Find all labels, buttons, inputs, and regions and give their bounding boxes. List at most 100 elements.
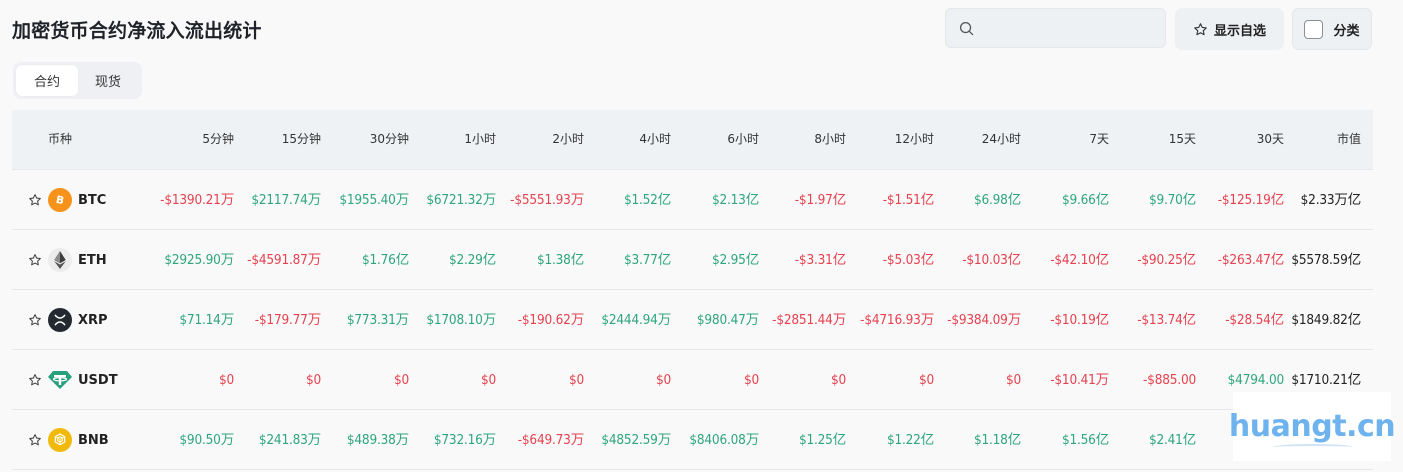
netflow-2h: -$649.73万 bbox=[517, 432, 584, 448]
netflow-12h: -$5.03亿 bbox=[882, 252, 934, 268]
netflow-1h: $732.16万 bbox=[433, 432, 496, 448]
table-row[interactable]: USDT $0 $0 $0 $0 $0 $0 $0 $0 $0 $0 -$10.41万 -$885.00… bbox=[12, 350, 1373, 410]
netflow-30d: $4794.00 bbox=[1227, 372, 1285, 388]
star-outline-icon[interactable] bbox=[28, 433, 42, 447]
netflow-4h: $1.52亿 bbox=[623, 192, 671, 208]
category-toggle[interactable]: 分类 bbox=[1292, 8, 1372, 50]
netflow-6h: $8406.08万 bbox=[689, 432, 759, 448]
col-header-12h[interactable]: 12小时 bbox=[894, 132, 934, 146]
netflow-4h: $0 bbox=[655, 372, 671, 388]
netflow-24h: $1.18亿 bbox=[973, 432, 1021, 448]
svg-text:B: B bbox=[55, 194, 65, 207]
netflow-5m: -$1390.21万 bbox=[160, 192, 234, 208]
table-row[interactable]: ETH $2925.90万 -$4591.87万 $1.76亿 $2.29亿 $1.38亿… bbox=[12, 230, 1373, 290]
coin-cell[interactable]: BNB bbox=[28, 410, 109, 470]
col-header-15m[interactable]: 15分钟 bbox=[281, 132, 321, 146]
market-cap: $1710.21亿 bbox=[1291, 372, 1361, 388]
netflow-12h: $1.22亿 bbox=[886, 432, 934, 448]
netflow-15d: -$90.25亿 bbox=[1137, 252, 1196, 268]
col-header-2h[interactable]: 2小时 bbox=[552, 132, 584, 146]
col-header-6h[interactable]: 6小时 bbox=[727, 132, 759, 146]
col-header-market-cap[interactable]: 市值 bbox=[1336, 132, 1361, 146]
col-header-8h[interactable]: 8小时 bbox=[814, 132, 846, 146]
col-header-5m[interactable]: 5分钟 bbox=[202, 132, 234, 146]
table-body: B BTC -$1390.21万 $2117.74万 $1955.40万 $6721.32… bbox=[12, 170, 1373, 470]
star-outline-icon[interactable] bbox=[28, 193, 42, 207]
netflow-table: 币种 5分钟 15分钟 30分钟 1小时 2小时 4小时 6小时 8小时 12小… bbox=[12, 110, 1373, 470]
col-header-7d[interactable]: 7天 bbox=[1089, 132, 1109, 146]
col-header-4h[interactable]: 4小时 bbox=[639, 132, 671, 146]
col-header-24h[interactable]: 24小时 bbox=[981, 132, 1021, 146]
netflow-8h: -$3.31亿 bbox=[794, 252, 846, 268]
netflow-30m: $489.38万 bbox=[346, 432, 409, 448]
netflow-15d: -$13.74亿 bbox=[1137, 312, 1196, 328]
netflow-2h: -$5551.93万 bbox=[510, 192, 584, 208]
col-header-coin[interactable]: 币种 bbox=[48, 132, 73, 146]
table-row[interactable]: BNB $90.50万 $241.83万 $489.38万 $732.16万 -$649.… bbox=[12, 410, 1373, 470]
coin-symbol: ETH bbox=[78, 252, 107, 268]
netflow-8h: -$2851.44万 bbox=[772, 312, 846, 328]
netflow-6h: $2.13亿 bbox=[711, 192, 759, 208]
netflow-24h: -$9384.09万 bbox=[947, 312, 1021, 328]
netflow-5m: $90.50万 bbox=[179, 432, 234, 448]
tether-icon bbox=[48, 368, 78, 392]
netflow-30m: $0 bbox=[393, 372, 409, 388]
col-header-15d[interactable]: 15天 bbox=[1168, 132, 1196, 146]
watermark: huangt.cn bbox=[1229, 392, 1396, 461]
ethereum-icon bbox=[48, 248, 78, 272]
netflow-8h: -$1.97亿 bbox=[794, 192, 846, 208]
star-outline-icon[interactable] bbox=[28, 313, 42, 327]
market-type-tabs: 合约 现货 bbox=[13, 62, 142, 99]
netflow-15m: $241.83万 bbox=[258, 432, 321, 448]
bitcoin-icon: B bbox=[48, 188, 78, 212]
netflow-30m: $1955.40万 bbox=[339, 192, 409, 208]
col-header-1h[interactable]: 1小时 bbox=[464, 132, 496, 146]
netflow-15m: -$4591.87万 bbox=[247, 252, 321, 268]
col-header-30m[interactable]: 30分钟 bbox=[369, 132, 409, 146]
coin-cell[interactable]: XRP bbox=[28, 290, 108, 350]
star-outline-icon[interactable] bbox=[28, 373, 42, 387]
netflow-6h: $2.95亿 bbox=[711, 252, 759, 268]
category-checkbox[interactable] bbox=[1304, 19, 1324, 39]
table-row[interactable]: XRP $71.14万 -$179.77万 $773.31万 $1708.10万 -$19… bbox=[12, 290, 1373, 350]
netflow-7d: -$10.41万 bbox=[1050, 372, 1109, 388]
market-cap: $5578.59亿 bbox=[1291, 252, 1361, 268]
star-outline-icon[interactable] bbox=[28, 253, 42, 267]
xrp-icon bbox=[48, 308, 78, 332]
netflow-30d: -$263.47亿 bbox=[1217, 252, 1284, 268]
netflow-15d: -$885.00 bbox=[1143, 372, 1196, 388]
coin-cell[interactable]: B BTC bbox=[28, 170, 106, 230]
search-box[interactable] bbox=[945, 8, 1166, 48]
netflow-24h: $0 bbox=[1005, 372, 1021, 388]
tab-contract[interactable]: 合约 bbox=[16, 65, 78, 96]
netflow-15m: -$179.77万 bbox=[254, 312, 321, 328]
netflow-4h: $2444.94万 bbox=[601, 312, 671, 328]
search-input[interactable] bbox=[982, 20, 1162, 36]
netflow-12h: $0 bbox=[918, 372, 934, 388]
netflow-30m: $773.31万 bbox=[346, 312, 409, 328]
netflow-1h: $1708.10万 bbox=[426, 312, 496, 328]
tab-spot[interactable]: 现货 bbox=[94, 75, 121, 90]
netflow-30m: $1.76亿 bbox=[361, 252, 409, 268]
netflow-1h: $0 bbox=[480, 372, 496, 388]
table-row[interactable]: B BTC -$1390.21万 $2117.74万 $1955.40万 $6721.32… bbox=[12, 170, 1373, 230]
netflow-15d: $2.41亿 bbox=[1148, 432, 1196, 448]
netflow-24h: $6.98亿 bbox=[973, 192, 1021, 208]
coin-symbol: XRP bbox=[78, 312, 108, 328]
show-favorites-button[interactable]: 显示自选 bbox=[1175, 8, 1284, 50]
netflow-2h: $1.38亿 bbox=[536, 252, 584, 268]
page-title: 加密货币合约净流入流出统计 bbox=[12, 20, 262, 42]
netflow-7d: -$42.10亿 bbox=[1050, 252, 1109, 268]
coin-cell[interactable]: ETH bbox=[28, 230, 107, 290]
netflow-6h: $980.47万 bbox=[696, 312, 759, 328]
coin-symbol: USDT bbox=[78, 372, 118, 388]
coin-symbol: BTC bbox=[78, 192, 107, 208]
coin-cell[interactable]: USDT bbox=[28, 350, 118, 410]
col-header-30d[interactable]: 30天 bbox=[1256, 132, 1284, 146]
netflow-7d: $1.56亿 bbox=[1061, 432, 1109, 448]
coin-symbol: BNB bbox=[78, 432, 109, 448]
market-cap: $2.33万亿 bbox=[1300, 192, 1362, 208]
netflow-8h: $0 bbox=[830, 372, 846, 388]
netflow-15d: $9.70亿 bbox=[1148, 192, 1196, 208]
